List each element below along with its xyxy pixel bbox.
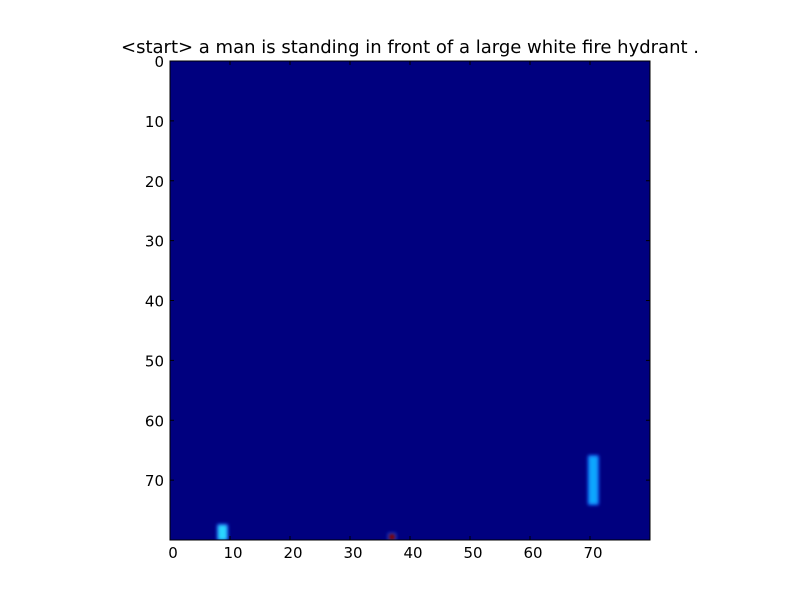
heatmap-plot [169, 60, 651, 541]
x-tick-label: 60 [523, 544, 542, 562]
x-tick-label: 0 [168, 544, 178, 562]
x-axis: 0 10 20 30 40 50 60 70 [168, 61, 603, 562]
y-tick-label: 40 [145, 293, 164, 311]
x-tick-label: 70 [583, 544, 602, 562]
y-tick-label: 70 [145, 472, 164, 490]
heatmap-hotspot-2 [588, 456, 598, 505]
y-tick-label: 10 [145, 113, 164, 131]
x-tick-label: 50 [463, 544, 482, 562]
x-tick-label: 20 [283, 544, 302, 562]
y-tick-label: 20 [145, 173, 164, 191]
y-tick-label: 60 [145, 412, 164, 430]
y-tick-label: 0 [154, 53, 164, 71]
x-tick-label: 40 [403, 544, 422, 562]
chart-title: <start> a man is standing in front of a … [121, 37, 699, 58]
x-tick-label: 30 [343, 544, 362, 562]
heatmap-hotspot-0 [218, 525, 227, 540]
x-tick-label: 10 [223, 544, 242, 562]
heatmap-background [170, 61, 650, 540]
y-axis: 0 10 20 30 40 50 60 70 [145, 53, 650, 490]
y-tick-label: 50 [145, 352, 164, 370]
heatmap-hotspot-1 [389, 534, 395, 540]
y-tick-label: 30 [145, 233, 164, 251]
